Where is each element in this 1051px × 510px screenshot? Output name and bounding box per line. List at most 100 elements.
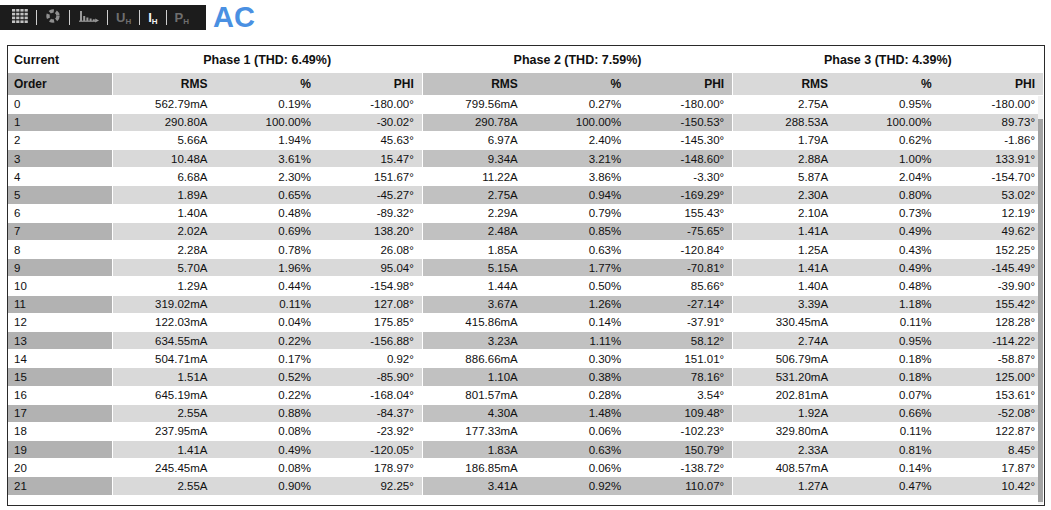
table-row: 20245.45mA0.08%178.97°186.85mA0.06%-138.…	[8, 459, 1043, 477]
value-cell: 100.00%	[215, 113, 318, 131]
harmonics-table-body: 0562.79mA0.19%-180.00°799.56mA0.27%-180.…	[8, 95, 1043, 495]
table-row: 212.55A0.90%92.25°3.41A0.92%110.07°1.27A…	[8, 477, 1043, 495]
value-cell: 0.43%	[836, 241, 939, 259]
voltage-harmonics-button[interactable]: UH	[111, 5, 136, 30]
value-cell: 290.80A	[112, 113, 215, 131]
order-cell: 3	[8, 150, 112, 168]
value-cell: 0.08%	[215, 422, 318, 440]
gear-button[interactable]	[40, 5, 66, 30]
harmonics-table: Current Phase 1 (THD: 6.49%) Phase 2 (TH…	[8, 46, 1043, 496]
value-cell: 1.40A	[112, 204, 215, 222]
value-cell: -114.22°	[940, 331, 1043, 349]
value-cell: 1.94%	[215, 131, 318, 149]
value-cell: 0.07%	[836, 386, 939, 404]
value-cell: -154.98°	[319, 277, 422, 295]
value-cell: 504.71mA	[112, 350, 215, 368]
value-cell: 122.87°	[940, 422, 1043, 440]
value-cell: -154.70°	[940, 168, 1043, 186]
value-cell: -3.30°	[629, 168, 732, 186]
table-row: 101.29A0.44%-154.98°1.44A0.50%85.66°1.40…	[8, 277, 1043, 295]
value-cell: 645.19mA	[112, 386, 215, 404]
value-cell: -23.92°	[319, 422, 422, 440]
value-cell: 3.86%	[526, 168, 629, 186]
value-cell: 5.70A	[112, 259, 215, 277]
value-cell: 125.00°	[940, 368, 1043, 386]
value-cell: 0.11%	[836, 422, 939, 440]
value-cell: -120.84°	[629, 241, 732, 259]
value-cell: 0.81%	[836, 441, 939, 459]
value-cell: 0.79%	[526, 204, 629, 222]
value-cell: 202.81mA	[733, 386, 836, 404]
power-harmonics-button[interactable]: PH	[170, 5, 194, 30]
value-cell: 1.51A	[112, 368, 215, 386]
value-cell: 531.20mA	[733, 368, 836, 386]
order-cell: 9	[8, 259, 112, 277]
spectrum-button[interactable]	[73, 5, 104, 30]
toolbar-separator	[69, 10, 70, 25]
value-cell: 1.77%	[526, 259, 629, 277]
value-cell: 0.11%	[836, 313, 939, 331]
value-cell: 0.19%	[215, 95, 318, 113]
value-cell: 0.17%	[215, 350, 318, 368]
value-cell: 122.03mA	[112, 313, 215, 331]
value-cell: 151.67°	[319, 168, 422, 186]
value-cell: 0.63%	[526, 241, 629, 259]
value-cell: 5.87A	[733, 168, 836, 186]
value-cell: 1.96%	[215, 259, 318, 277]
value-cell: 2.04%	[836, 168, 939, 186]
value-cell: 1.41A	[733, 222, 836, 240]
value-cell: -148.60°	[629, 150, 732, 168]
order-cell: 16	[8, 386, 112, 404]
value-cell: 110.07°	[629, 477, 732, 495]
value-cell: 0.50%	[526, 277, 629, 295]
table-row: 191.41A0.49%-120.05°1.83A0.63%150.79°2.3…	[8, 441, 1043, 459]
value-cell: -85.90°	[319, 368, 422, 386]
toolbar: UH IH PH	[0, 5, 206, 30]
value-cell: 1.11%	[526, 331, 629, 349]
voltage-harmonics-label: UH	[116, 10, 131, 26]
phase3-header: Phase 3 (THD: 4.39%)	[733, 46, 1043, 73]
table-row: 14504.71mA0.17%0.92°886.66mA0.30%151.01°…	[8, 350, 1043, 368]
value-cell: 0.44%	[215, 277, 318, 295]
value-cell: 1.92A	[733, 404, 836, 422]
value-cell: 0.48%	[215, 204, 318, 222]
table-view-button[interactable]	[7, 5, 33, 30]
vertical-scrollbar[interactable]	[1038, 96, 1043, 504]
value-cell: 0.49%	[836, 259, 939, 277]
order-cell: 6	[8, 204, 112, 222]
column-header-row: Order RMS % PHI RMS % PHI RMS % PHI	[8, 73, 1043, 95]
value-cell: 245.45mA	[112, 459, 215, 477]
value-cell: 0.78%	[215, 241, 318, 259]
value-cell: 0.49%	[836, 222, 939, 240]
order-cell: 15	[8, 368, 112, 386]
value-cell: 153.61°	[940, 386, 1043, 404]
value-cell: 100.00%	[836, 113, 939, 131]
value-cell: 288.53A	[733, 113, 836, 131]
value-cell: 3.41A	[422, 477, 525, 495]
value-cell: 0.62%	[836, 131, 939, 149]
value-cell: 0.18%	[836, 368, 939, 386]
current-harmonics-button[interactable]: IH	[143, 5, 162, 30]
value-cell: 1.27A	[733, 477, 836, 495]
value-cell: 3.23A	[422, 331, 525, 349]
value-cell: 0.22%	[215, 386, 318, 404]
toolbar-separator	[36, 10, 37, 25]
value-cell: -168.04°	[319, 386, 422, 404]
order-cell: 4	[8, 168, 112, 186]
value-cell: 408.57mA	[733, 459, 836, 477]
value-cell: 186.85mA	[422, 459, 525, 477]
value-cell: 0.22%	[215, 331, 318, 349]
table-row: 51.89A0.65%-45.27°2.75A0.94%-169.29°2.30…	[8, 186, 1043, 204]
value-cell: 2.48A	[422, 222, 525, 240]
value-cell: 0.90%	[215, 477, 318, 495]
value-cell: 6.97A	[422, 131, 525, 149]
scrollbar-thumb[interactable]	[1038, 119, 1043, 502]
table-row: 0562.79mA0.19%-180.00°799.56mA0.27%-180.…	[8, 95, 1043, 113]
p3-rms-header: RMS	[733, 73, 836, 95]
value-cell: 0.73%	[836, 204, 939, 222]
table-row: 13634.55mA0.22%-156.88°3.23A1.11%58.12°2…	[8, 331, 1043, 349]
current-harmonics-label: IH	[148, 10, 157, 26]
value-cell: 85.66°	[629, 277, 732, 295]
order-cell: 20	[8, 459, 112, 477]
value-cell: 0.28%	[526, 386, 629, 404]
